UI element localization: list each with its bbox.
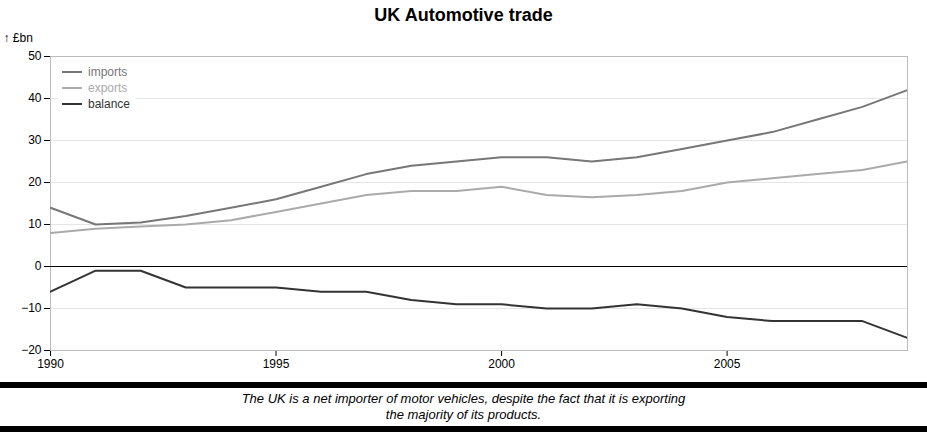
svg-text:50: 50 xyxy=(28,49,42,63)
svg-text:−20: −20 xyxy=(21,343,42,357)
html-text:UK Automotive trade: UK Automotive trade xyxy=(374,5,553,25)
html-text:exports: exports xyxy=(88,81,128,95)
svg-text:10: 10 xyxy=(28,217,42,231)
svg-text:2005: 2005 xyxy=(714,357,741,371)
svg-text:2000: 2000 xyxy=(488,357,515,371)
svg-text:−10: −10 xyxy=(21,301,42,315)
svg-text:0: 0 xyxy=(35,259,42,273)
svg-text:↑ £bn: ↑ £bn xyxy=(4,31,33,45)
svg-text:40: 40 xyxy=(28,91,42,105)
svg-text:30: 30 xyxy=(28,133,42,147)
html-text:The UK is a net importer of mo: The UK is a net importer of motor vehicl… xyxy=(241,391,686,406)
html-text:imports: imports xyxy=(88,65,128,79)
html-text:balance: balance xyxy=(88,97,130,111)
svg-text:1990: 1990 xyxy=(37,357,64,371)
html-text:the majority of its products.: the majority of its products. xyxy=(385,407,542,422)
svg-text:1995: 1995 xyxy=(263,357,290,371)
svg-text:20: 20 xyxy=(28,175,42,189)
